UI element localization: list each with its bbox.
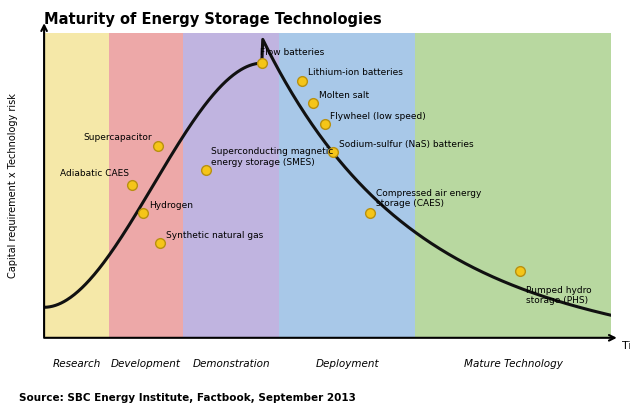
Text: Capital requirement x Technology risk: Capital requirement x Technology risk [8,93,18,278]
Text: Deployment: Deployment [316,359,379,369]
Text: Compressed air energy
storage (CAES): Compressed air energy storage (CAES) [375,189,481,208]
Text: Hydrogen: Hydrogen [149,201,193,210]
Text: Lithium-ion batteries: Lithium-ion batteries [308,68,403,77]
Text: Mature Technology: Mature Technology [464,359,563,369]
Bar [183,33,279,338]
Text: Maturity of Energy Storage Technologies: Maturity of Energy Storage Technologies [44,12,382,27]
Text: Synthetic natural gas: Synthetic natural gas [166,231,263,240]
Text: Superconducting magnetic
energy storage (SMES): Superconducting magnetic energy storage … [211,147,334,167]
Text: Pumped hydro
storage (PHS): Pumped hydro storage (PHS) [526,286,592,305]
Text: Supercapacitor: Supercapacitor [83,133,152,142]
Bar [279,33,416,338]
Bar [44,33,110,338]
Text: Development: Development [111,359,181,369]
Text: Flow batteries: Flow batteries [260,48,324,57]
Text: Source: SBC Energy Institute, Factbook, September 2013: Source: SBC Energy Institute, Factbook, … [19,393,356,403]
Text: Adiabatic CAES: Adiabatic CAES [60,168,129,177]
Bar [416,33,611,338]
Text: Research: Research [52,359,101,369]
Text: Sodium-sulfur (NaS) batteries: Sodium-sulfur (NaS) batteries [339,140,474,149]
Text: Molten salt: Molten salt [319,91,369,100]
Text: Time: Time [622,341,630,351]
Text: Flywheel (low speed): Flywheel (low speed) [330,112,426,121]
Bar [110,33,183,338]
Text: Demonstration: Demonstration [192,359,270,369]
